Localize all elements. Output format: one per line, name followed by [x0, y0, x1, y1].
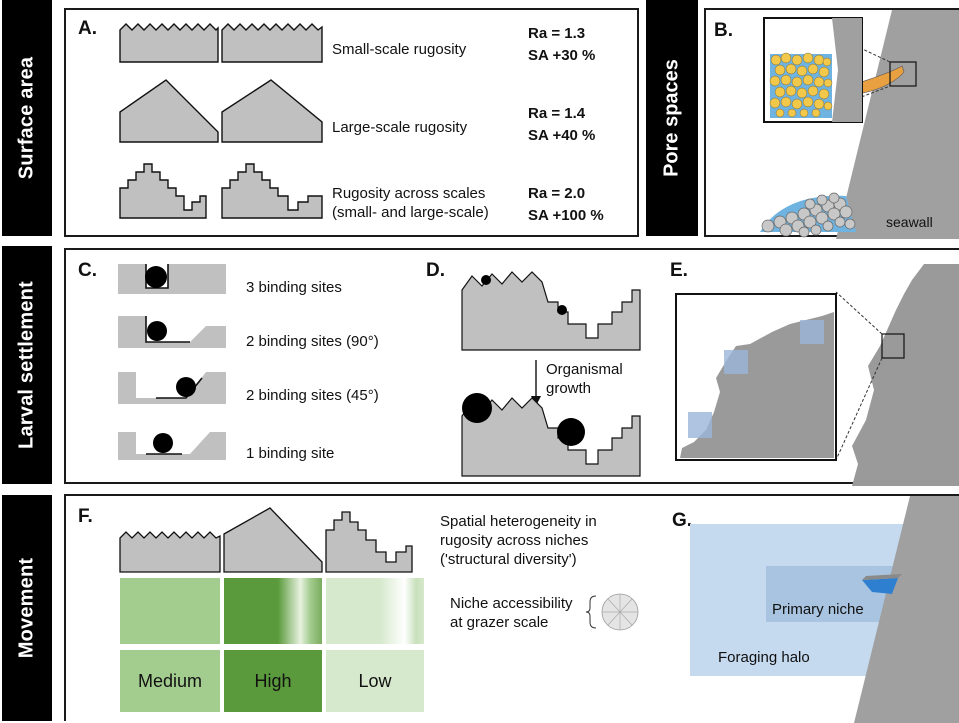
spatial-heterogeneity-line2: rugosity across niches — [440, 532, 589, 549]
seawall-shape — [836, 10, 959, 239]
heat-high: High — [224, 650, 322, 712]
sidebar-larval-settlement-label: Larval settlement — [15, 281, 38, 449]
pore-grains — [769, 18, 862, 122]
panel-g-label: G. — [672, 510, 693, 531]
panel-b: B. — [704, 8, 959, 239]
growth-label: growth — [546, 380, 592, 397]
small-scale-profile-left — [119, 23, 219, 63]
sidebar-surface-area: Surface area — [2, 0, 52, 236]
binding-1-site — [118, 432, 226, 460]
binding-1-label: 1 binding site — [246, 445, 335, 462]
sidebar-movement: Movement — [2, 495, 52, 721]
binding-2-sites-45 — [118, 372, 226, 404]
binding-3-sites — [118, 264, 226, 294]
primary-niche-label: Primary niche — [772, 601, 864, 618]
heat-medium-gradient — [120, 578, 220, 644]
across-scales-sa: SA +100 % — [528, 207, 604, 224]
large-scale-sa: SA +40 % — [528, 127, 596, 144]
f-large-scale — [223, 507, 323, 573]
large-scale-ra: Ra = 1.4 — [528, 105, 586, 122]
small-scale-profile-right — [221, 23, 323, 63]
growth-after — [461, 393, 641, 477]
heat-low: Low — [326, 650, 424, 712]
panel-e-label: E. — [670, 260, 688, 281]
boulder-pile — [760, 192, 856, 238]
seawall-illustration — [760, 10, 959, 239]
panel-d-label: D. — [426, 260, 445, 281]
heat-low-gradient — [326, 578, 424, 644]
small-scale-sa: SA +30 % — [528, 47, 596, 64]
panel-a-profiles — [119, 23, 323, 219]
multi-scale-profile-left — [119, 163, 207, 219]
panel-a: A. Small-scale rugosity Ra = 1.3 SA +30 … — [64, 8, 639, 237]
panel-f-label: F. — [78, 506, 93, 527]
niche-accessibility-line2: at grazer scale — [450, 614, 549, 631]
seawall-label: seawall — [886, 214, 933, 230]
binding-3-label: 3 binding sites — [246, 279, 342, 296]
sidebar-larval-settlement: Larval settlement — [2, 246, 52, 484]
f-multi-scale — [325, 511, 413, 573]
limpet-bracket — [585, 595, 597, 629]
across-scales-sublabel: (small- and large-scale) — [332, 204, 489, 221]
small-scale-ra: Ra = 1.3 — [528, 25, 586, 42]
binding-2-90-label: 2 binding sites (90°) — [246, 333, 379, 350]
sidebar-surface-area-label: Surface area — [15, 56, 38, 180]
niche-pool — [862, 578, 898, 594]
organismal-label: Organismal — [546, 361, 623, 378]
panel-c-d-e-graphics — [118, 264, 959, 486]
spatial-heterogeneity-line1: Spatial heterogeneity in — [440, 513, 597, 530]
large-scale-profile-left — [119, 79, 219, 143]
multi-scale-profile-right — [221, 163, 323, 219]
binding-2-sites-90 — [118, 316, 226, 348]
panel-f-g: F. G. — [64, 494, 959, 723]
large-scale-label: Large-scale rugosity — [332, 119, 468, 136]
large-scale-profile-right — [221, 79, 323, 143]
growth-before — [461, 271, 641, 351]
inset-highlight — [889, 61, 917, 87]
binding-2-45-label: 2 binding sites (45°) — [246, 387, 379, 404]
sidebar-pore-spaces-label: Pore spaces — [660, 59, 683, 177]
small-scale-label: Small-scale rugosity — [332, 41, 467, 58]
ledge-sand — [855, 65, 905, 95]
panel-c-label: C. — [78, 260, 97, 281]
panel-a-label: A. — [78, 18, 97, 39]
sidebar-movement-label: Movement — [15, 557, 38, 659]
seawall-g — [854, 496, 959, 723]
cliff-inset — [675, 293, 837, 461]
heat-medium: Medium — [120, 650, 220, 712]
foraging-halo-label: Foraging halo — [718, 649, 810, 666]
f-small-scale — [119, 531, 221, 573]
spatial-heterogeneity-line3: ('structural diversity') — [440, 551, 577, 568]
heat-high-gradient — [224, 578, 322, 644]
limpet-icon — [601, 593, 639, 631]
across-scales-label: Rugosity across scales — [332, 185, 486, 202]
panel-f-g-graphics — [119, 496, 959, 723]
cliff-full — [835, 264, 959, 486]
niche-accessibility-line1: Niche accessibility — [450, 595, 573, 612]
panel-c-d-e: C. D. E. — [64, 248, 959, 486]
across-scales-ra: Ra = 2.0 — [528, 185, 586, 202]
panel-b-label: B. — [714, 20, 733, 41]
sidebar-pore-spaces: Pore spaces — [646, 0, 698, 236]
